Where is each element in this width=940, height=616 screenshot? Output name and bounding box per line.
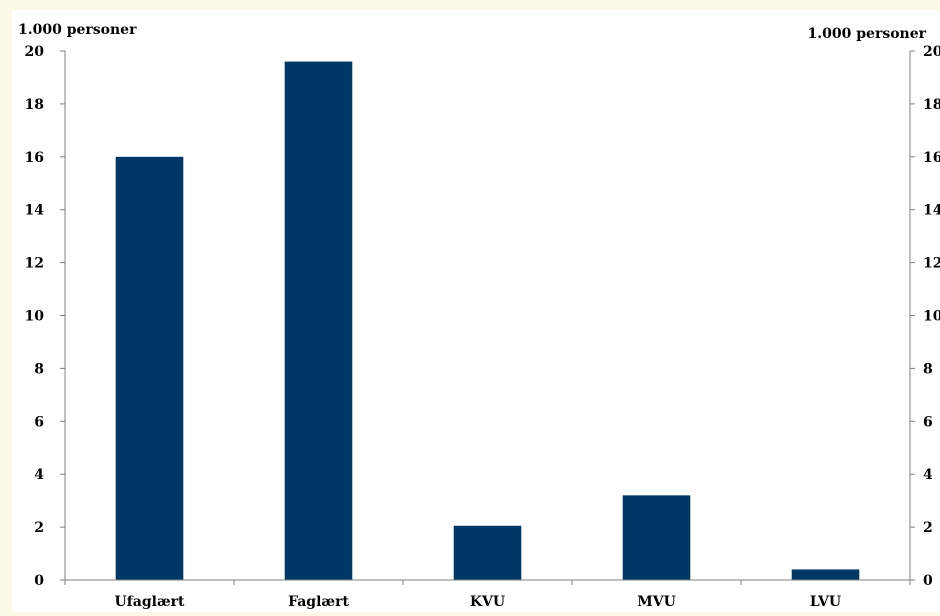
left-tick-label: 0 (34, 573, 44, 589)
right-tick-label: 16 (923, 150, 940, 166)
right-tick-label: 20 (923, 44, 940, 60)
bar-kvu (453, 525, 522, 580)
x-category-label: LVU (810, 594, 841, 610)
left-tick-label: 8 (34, 361, 44, 377)
right-tick-label: 6 (923, 414, 933, 430)
left-y-axis-ticks: 0 2 4 6 8 10 12 14 16 18 20 (25, 44, 65, 589)
bars (115, 61, 860, 581)
left-tick-label: 2 (34, 520, 44, 536)
right-tick-label: 4 (923, 467, 933, 483)
left-tick-label: 16 (25, 150, 44, 166)
right-tick-label: 2 (923, 520, 933, 536)
x-category-label: Faglært (288, 594, 349, 610)
x-category-label: MVU (637, 594, 676, 610)
right-tick-label: 0 (923, 573, 933, 589)
left-tick-label: 18 (25, 97, 44, 113)
bar-lvu (791, 569, 860, 580)
left-tick-label: 20 (25, 44, 45, 60)
right-tick-label: 18 (923, 97, 940, 113)
left-tick-label: 10 (25, 309, 45, 325)
bar-ufaglært (115, 156, 184, 581)
left-tick-label: 6 (34, 414, 44, 430)
right-tick-label: 12 (923, 256, 940, 272)
bar-faglært (284, 61, 353, 580)
right-tick-label: 8 (923, 361, 933, 377)
left-tick-label: 14 (25, 203, 45, 219)
right-axis-unit-label: 1.000 personer (808, 26, 927, 42)
right-y-axis-ticks: 0 2 4 6 8 10 12 14 16 18 20 (910, 44, 940, 589)
right-tick-label: 10 (923, 309, 940, 325)
right-tick-label: 14 (923, 203, 940, 219)
left-tick-label: 12 (25, 256, 44, 272)
bar-mvu (622, 495, 691, 580)
left-tick-label: 4 (34, 467, 44, 483)
x-axis-labels: Ufaglært Faglært KVU MVU LVU (64, 580, 911, 610)
x-category-label: Ufaglært (115, 594, 185, 610)
left-axis-unit-label: 1.000 personer (18, 22, 137, 38)
x-category-label: KVU (470, 594, 505, 610)
